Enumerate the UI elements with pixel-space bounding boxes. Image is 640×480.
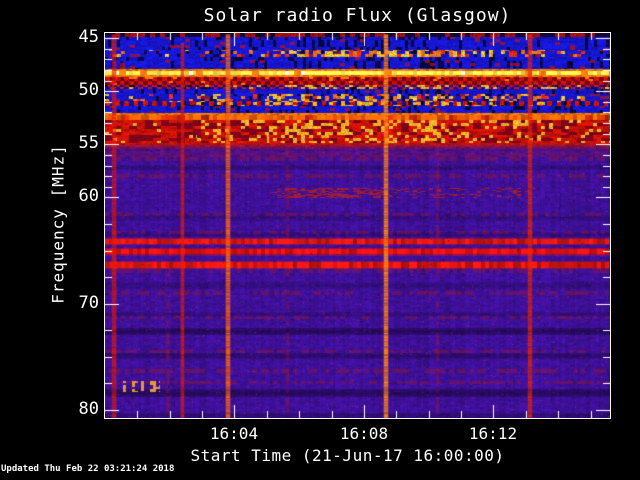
x-axis-label: Start Time (21-Jun-17 16:00:00) [190, 446, 505, 465]
x-tick-label: 16:04 [209, 424, 259, 443]
spectrogram-canvas [105, 33, 610, 418]
plot-frame [104, 32, 611, 419]
y-tick-label: 80 [78, 399, 99, 419]
y-axis-label: Frequency [MHz] [48, 144, 68, 304]
x-tick-label: 16:08 [339, 424, 389, 443]
updated-timestamp: Updated Thu Feb 22 03:21:24 2018 [1, 464, 175, 474]
y-tick-label: 70 [78, 293, 99, 313]
y-tick-label: 50 [78, 80, 99, 100]
y-tick-label: 60 [78, 186, 99, 206]
y-tick-label: 55 [78, 133, 99, 153]
x-tick-label: 16:12 [468, 424, 518, 443]
plot-title: Solar radio Flux (Glasgow) [203, 5, 512, 26]
y-tick-label: 45 [78, 27, 99, 47]
